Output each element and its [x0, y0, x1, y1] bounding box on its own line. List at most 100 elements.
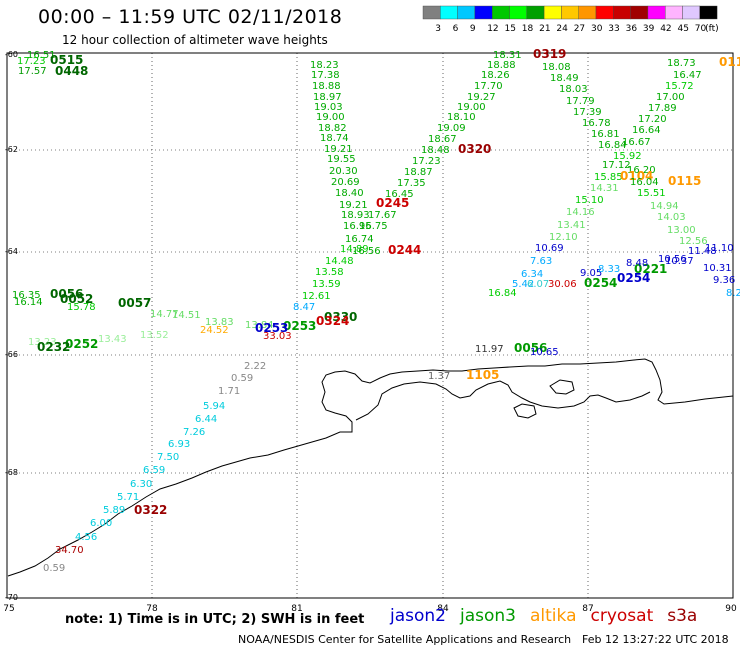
- wave-height-label: 15.72: [665, 81, 694, 92]
- wave-height-label: 5.71: [117, 492, 139, 503]
- legend-item-s3a: s3a: [667, 606, 698, 626]
- pass-time-label: 0221: [634, 262, 667, 276]
- scale-tick-label: 45: [678, 24, 689, 34]
- wave-height-label: 19.21: [324, 144, 353, 155]
- pass-time-label: 0515: [50, 53, 83, 67]
- wave-height-label: 12.56: [679, 236, 708, 247]
- pass-time-label: 0115: [668, 174, 701, 188]
- wave-height-label: 6.30: [130, 479, 152, 490]
- wave-height-label: 17.67: [368, 210, 397, 221]
- wave-height-label: 7.50: [157, 452, 179, 463]
- wave-height-label: 13.52: [140, 330, 169, 341]
- wave-height-label: 33.03: [263, 331, 292, 342]
- antarctic-coastline: [7, 358, 734, 577]
- pass-time-label: 0253: [255, 321, 288, 335]
- wave-height-label: 18.26: [481, 70, 510, 81]
- wave-height-label: 14.31: [590, 183, 619, 194]
- scale-tick-label: 24: [556, 24, 568, 34]
- wave-height-label: 18.48: [421, 145, 450, 156]
- wave-height-label: 16.35: [12, 290, 41, 301]
- pass-time-label: 0114: [719, 55, 740, 69]
- wave-height-label: 18.88: [312, 81, 341, 92]
- wave-height-label: 13.84: [245, 320, 274, 331]
- wave-height-label: 14.94: [650, 201, 679, 212]
- scale-tick-label: 12: [487, 24, 498, 34]
- lon-label: 84: [437, 604, 449, 614]
- credit-line: NOAA/NESDIS Center for Satellite Applica…: [238, 633, 572, 646]
- wave-height-label: 15.85: [594, 172, 623, 183]
- legend-item-jason3: jason3: [460, 606, 516, 626]
- wave-height-label: 16.81: [591, 129, 620, 140]
- wave-height-label: 14.89: [340, 244, 369, 255]
- wave-height-label: 17.23: [17, 56, 46, 67]
- scale-tick-label: 36: [626, 24, 638, 34]
- wave-height-label: 17.70: [474, 81, 503, 92]
- wave-height-label: 18.40: [335, 188, 364, 199]
- wave-height-label: 13.00: [667, 225, 696, 236]
- wave-height-label: 10.37: [665, 256, 694, 267]
- scale-tick-label: 33: [608, 24, 619, 34]
- wave-height-label: 7.63: [530, 256, 552, 267]
- graticule: [7, 53, 733, 598]
- wave-height-label: 14.51: [172, 310, 201, 321]
- island-outline: [549, 379, 575, 395]
- wave-height-label: 4.56: [75, 532, 97, 543]
- pass-time-label: 0253: [283, 319, 316, 333]
- wave-height-label: 14.48: [325, 256, 354, 267]
- wave-height-label: 17.23: [412, 156, 441, 167]
- wave-height-label: 11.97: [475, 344, 504, 355]
- wave-height-label: 20.30: [329, 166, 358, 177]
- wave-height-label: 11.48: [688, 246, 717, 257]
- wave-height-label: 12.61: [302, 291, 331, 302]
- pass-time-label: 0052: [60, 292, 93, 306]
- wave-height-label: 24.52: [200, 325, 229, 336]
- wave-height-label: 18.97: [313, 92, 342, 103]
- scale-tick-label: 6: [453, 24, 459, 34]
- pass-time-label: 0448: [55, 64, 88, 78]
- scale-tick-label: 21: [539, 24, 550, 34]
- wave-height-label: 18.82: [318, 123, 347, 134]
- wave-height-label: 18.73: [667, 58, 696, 69]
- wave-height-label: 10.56: [658, 254, 687, 265]
- lat-label: -60: [5, 50, 18, 59]
- wave-height-label: 19.27: [467, 92, 496, 103]
- wave-height-label: 18.23: [310, 60, 339, 71]
- scale-tick-label: 3: [435, 24, 441, 34]
- wave-height-label: 18.49: [550, 73, 579, 84]
- wave-height-label: 18.31: [493, 50, 522, 61]
- pass-time-label: 0056: [514, 341, 547, 355]
- wave-height-label: 13.59: [312, 279, 341, 290]
- wave-height-label: 18.03: [559, 84, 588, 95]
- wave-height-label: 0.59: [231, 373, 253, 384]
- wave-height-label: 17.79: [566, 96, 595, 107]
- wave-height-label: 19.09: [437, 123, 466, 134]
- wave-height-label: 19.55: [327, 154, 356, 165]
- legend-item-cryosat: cryosat: [590, 606, 654, 626]
- wave-height-label: 16.56: [352, 246, 381, 257]
- island-outline: [513, 403, 537, 419]
- wave-height-label: 16.84: [488, 288, 517, 299]
- wave-height-label: 18.93: [341, 210, 370, 221]
- wave-height-label: 16.45: [385, 189, 414, 200]
- pass-time-label: 0330: [324, 310, 357, 324]
- scale-tick-label: 70: [695, 24, 707, 34]
- wave-height-label: 15.51: [637, 188, 666, 199]
- wave-height-label: 16.74: [345, 234, 374, 245]
- wave-height-label: 15.92: [613, 151, 642, 162]
- wave-height-label: 1.71: [218, 386, 240, 397]
- wave-height-label: 18.87: [404, 167, 433, 178]
- wave-height-label: 8.48: [626, 258, 648, 269]
- wave-height-label: 8.2: [726, 288, 740, 299]
- satellite-legend: jason2 jason3 altika cryosat s3a: [390, 606, 711, 626]
- wave-height-label: 17.12: [602, 160, 631, 171]
- page-subtitle: 12 hour collection of altimeter wave hei…: [62, 33, 328, 47]
- wave-height-label: 15.78: [67, 302, 96, 313]
- wave-height-label: 14.77: [150, 309, 179, 320]
- wave-height-label: 5.94: [203, 401, 225, 412]
- color-scale: 3 6 9 12 15 18 21 24 27 30 33 36 39 42 45 70(ft): [422, 5, 719, 34]
- pass-time-label: 0245: [376, 196, 409, 210]
- pass-time-label: 0104: [620, 169, 653, 183]
- lon-label: 87: [582, 604, 593, 614]
- wave-height-label: 14.03: [657, 212, 686, 223]
